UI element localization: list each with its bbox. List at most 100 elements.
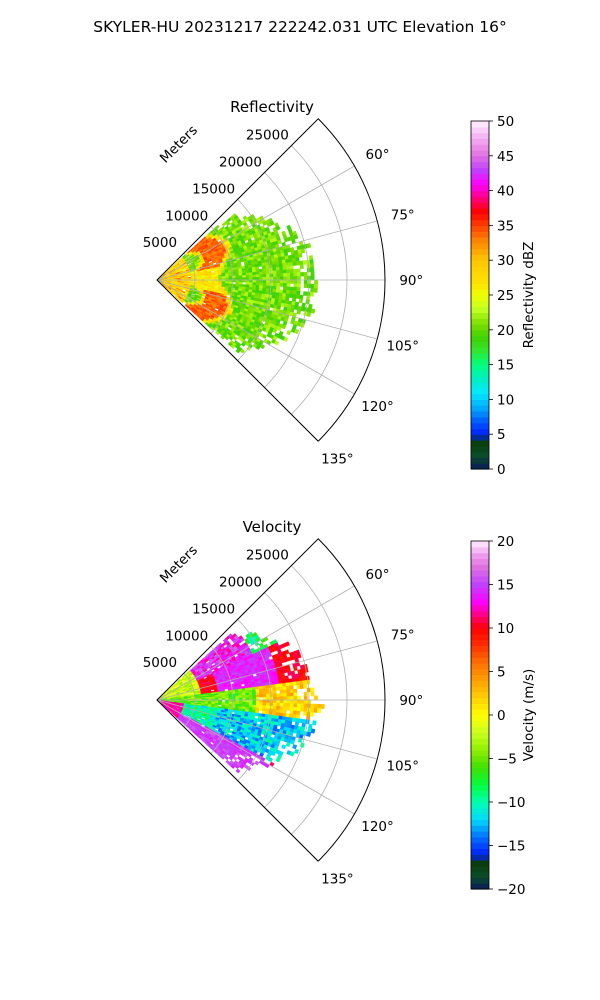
radar-gate xyxy=(266,702,271,707)
radar-gate xyxy=(227,292,232,296)
radar-gate xyxy=(245,272,250,276)
radar-gate xyxy=(225,275,230,279)
radar-gate xyxy=(301,672,306,678)
radar-gate xyxy=(248,282,253,286)
radar-gate xyxy=(272,276,277,281)
radial-tick-label: 25000 xyxy=(246,128,289,144)
radar-gate xyxy=(303,695,308,701)
radar-gate xyxy=(259,276,264,281)
angular-tick-label: 90° xyxy=(399,693,423,709)
colorbar-segment xyxy=(471,831,489,838)
radar-gate xyxy=(265,687,270,692)
radar-gate xyxy=(266,279,271,284)
radar-gate xyxy=(300,703,305,708)
colorbar-segment xyxy=(471,260,489,267)
radar-gate xyxy=(295,714,301,719)
radar-gate xyxy=(278,292,284,297)
colorbar-segment xyxy=(471,865,489,873)
radar-gate xyxy=(261,685,267,690)
radar-gate xyxy=(279,696,284,701)
radar-gate xyxy=(286,269,291,274)
radar-gate xyxy=(255,282,260,286)
colorbar-segment xyxy=(471,393,489,400)
colorbar-segment xyxy=(471,842,489,849)
radar-gate xyxy=(293,696,298,701)
radar-gate xyxy=(235,275,240,279)
radar-gate xyxy=(283,283,288,288)
colorbar-segment xyxy=(471,399,489,406)
radar-gate xyxy=(310,287,315,293)
radar-gate xyxy=(269,696,274,701)
radar-gate xyxy=(245,690,250,694)
colorbar-segment xyxy=(471,738,489,745)
radar-gate xyxy=(285,685,291,691)
radar-gate xyxy=(282,709,287,714)
figure-suptitle: SKYLER-HU 20231217 222242.031 UTC Elevat… xyxy=(93,18,507,36)
radar-gate xyxy=(298,298,304,304)
radar-gate xyxy=(303,707,308,713)
radar-gate xyxy=(285,265,291,271)
colorbar-tick-label: 45 xyxy=(497,149,514,165)
colorbar-segment xyxy=(471,312,489,319)
colorbar-tick-label: 30 xyxy=(497,253,514,269)
colorbar-segment xyxy=(471,639,489,646)
velocity-colorbar: −20 −15 −10 −5 0 5 10 15 20 Velocity (m/s) xyxy=(470,534,537,898)
radar-gate xyxy=(276,270,281,274)
radar-gate xyxy=(255,269,260,273)
radial-tick-label: 5000 xyxy=(143,655,177,671)
radar-gate xyxy=(282,682,287,688)
colorbar-segment xyxy=(471,651,489,658)
colorbar-segment xyxy=(471,645,489,652)
colorbar-segment xyxy=(471,552,489,559)
radar-gate xyxy=(242,701,247,705)
radar-gate xyxy=(276,279,281,284)
radar-gate xyxy=(310,283,315,289)
radar-gate xyxy=(258,268,263,273)
radar-gate xyxy=(310,271,315,277)
radar-gate xyxy=(254,712,259,717)
radar-gate xyxy=(279,282,284,287)
radar-gate xyxy=(255,704,260,709)
radar-gate xyxy=(266,699,271,704)
radar-gate xyxy=(312,720,317,726)
radial-tick-label: 15000 xyxy=(192,181,235,197)
colorbar-segment xyxy=(471,358,489,366)
colorbar-segment xyxy=(471,237,489,244)
radar-gate xyxy=(252,282,257,286)
radar-gate xyxy=(204,697,209,699)
radar-gate xyxy=(259,702,264,706)
radar-gate xyxy=(245,694,250,698)
radar-gate xyxy=(303,271,308,277)
angular-tick-label: 105° xyxy=(386,758,419,774)
radar-gate xyxy=(272,264,277,269)
radar-gate xyxy=(283,692,288,697)
radar-gate xyxy=(306,731,312,737)
radar-gate xyxy=(228,695,233,699)
angular-tick-label: 60° xyxy=(366,567,390,583)
radial-tick-label: 5000 xyxy=(143,235,177,251)
radar-gate xyxy=(289,706,294,711)
radar-gate xyxy=(258,688,263,693)
radar-gate xyxy=(265,690,270,695)
radar-gate xyxy=(238,695,243,699)
colorbar-segment xyxy=(471,657,489,664)
radar-gate xyxy=(290,279,294,284)
radar-gate xyxy=(299,707,305,712)
colorbar-segment xyxy=(471,802,489,809)
reflectivity-colorbar: 0 5 10 15 20 25 30 35 40 45 50 Reflectivity dBZ xyxy=(470,114,537,478)
radar-gate xyxy=(289,272,295,277)
colorbar-segment xyxy=(471,242,489,250)
reflectivity-panel: Reflectivity 5000 10000 15000 20000 25000 Met… xyxy=(143,98,537,478)
colorbar-segment xyxy=(471,451,489,458)
radar-gate xyxy=(279,702,284,707)
radar-gate xyxy=(289,692,295,697)
radar-gate xyxy=(248,272,253,276)
colorbar-segment xyxy=(471,807,489,815)
colorbar-segment xyxy=(471,121,489,128)
radar-gate xyxy=(286,330,292,336)
colorbar-segment xyxy=(471,155,489,163)
colorbar-segment xyxy=(471,790,489,797)
radar-gate xyxy=(317,703,322,709)
radar-gate xyxy=(293,666,298,672)
radar-gate xyxy=(296,703,301,708)
